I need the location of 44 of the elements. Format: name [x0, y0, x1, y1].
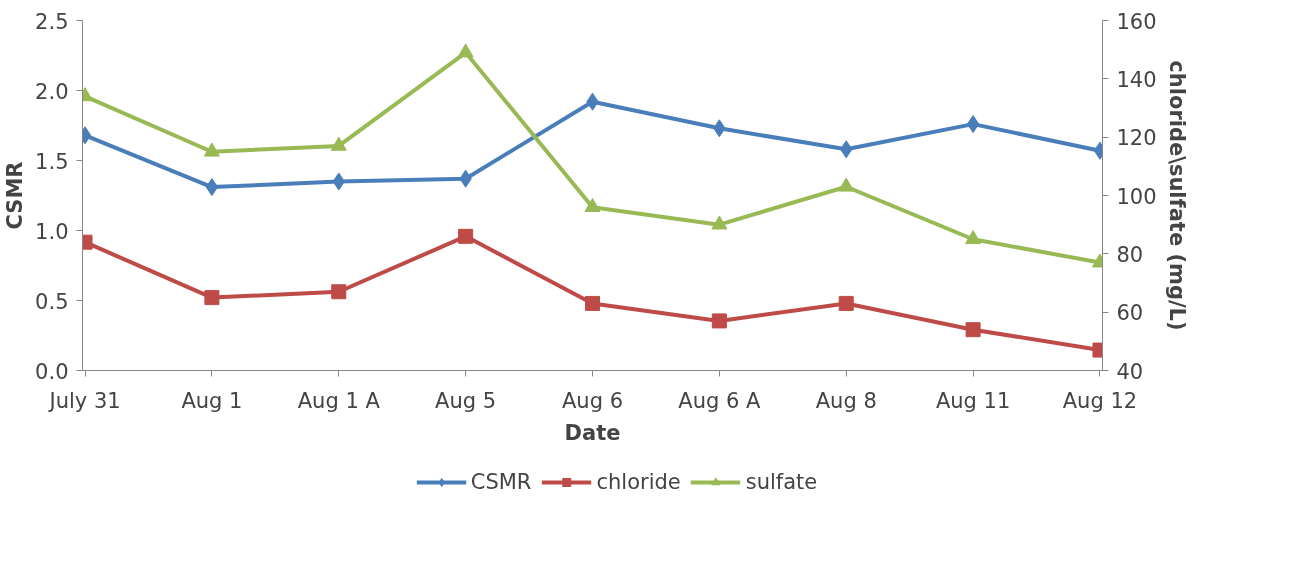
legend-label: CSMR: [470, 470, 532, 494]
x-tick-label: Aug 11: [935, 388, 1011, 413]
y-axis-title: CSMR: [3, 161, 28, 230]
point: [457, 43, 474, 58]
y2-tick-label: 80: [1116, 242, 1144, 267]
point: [965, 230, 982, 245]
y-tick-label: 0.0: [35, 359, 69, 384]
point: [711, 313, 727, 329]
point: [203, 142, 220, 157]
x-tick-label: Aug 12: [1062, 388, 1138, 413]
y2-tick-label: 100: [1116, 184, 1157, 209]
point: [584, 198, 601, 212]
x-tick-label: July 31: [47, 388, 121, 413]
y2-tick-label: 140: [1116, 67, 1157, 92]
point: [585, 295, 600, 311]
y2-tick-label: 40: [1116, 359, 1144, 384]
y-tick-label: 1.5: [35, 149, 69, 174]
y-tick-label: 2.5: [35, 9, 69, 34]
y-tick-label: 2.0: [35, 79, 69, 104]
x-axis-title: Date: [564, 420, 621, 445]
legend-label: sulfate: [745, 470, 818, 494]
point: [458, 228, 474, 244]
point: [330, 136, 347, 151]
x-tick-label: Aug 5: [435, 388, 497, 413]
point: [838, 295, 854, 311]
point: [205, 178, 219, 197]
legend-label: chloride: [596, 470, 681, 494]
point: [965, 322, 981, 338]
point: [711, 215, 728, 230]
y2-tick-label: 120: [1116, 126, 1157, 151]
point: [204, 290, 220, 306]
x-tick-label: Aug 6 A: [678, 388, 762, 413]
y2-tick-label: 60: [1116, 301, 1144, 326]
x-tick-label: Aug 8: [815, 388, 877, 413]
y2-axis-title: chloride\sulfate (mg/L): [1164, 60, 1189, 331]
y-tick-label: 1.0: [35, 219, 69, 244]
y2-tick-label: 160: [1116, 9, 1157, 34]
point: [838, 177, 855, 192]
x-tick-label: Aug 1: [181, 388, 243, 413]
x-tick-label: Aug 6: [561, 388, 624, 413]
y-tick-label: 0.5: [35, 289, 69, 314]
x-tick-label: Aug 1 A: [297, 388, 381, 413]
point: [331, 284, 347, 300]
point: [966, 115, 980, 134]
